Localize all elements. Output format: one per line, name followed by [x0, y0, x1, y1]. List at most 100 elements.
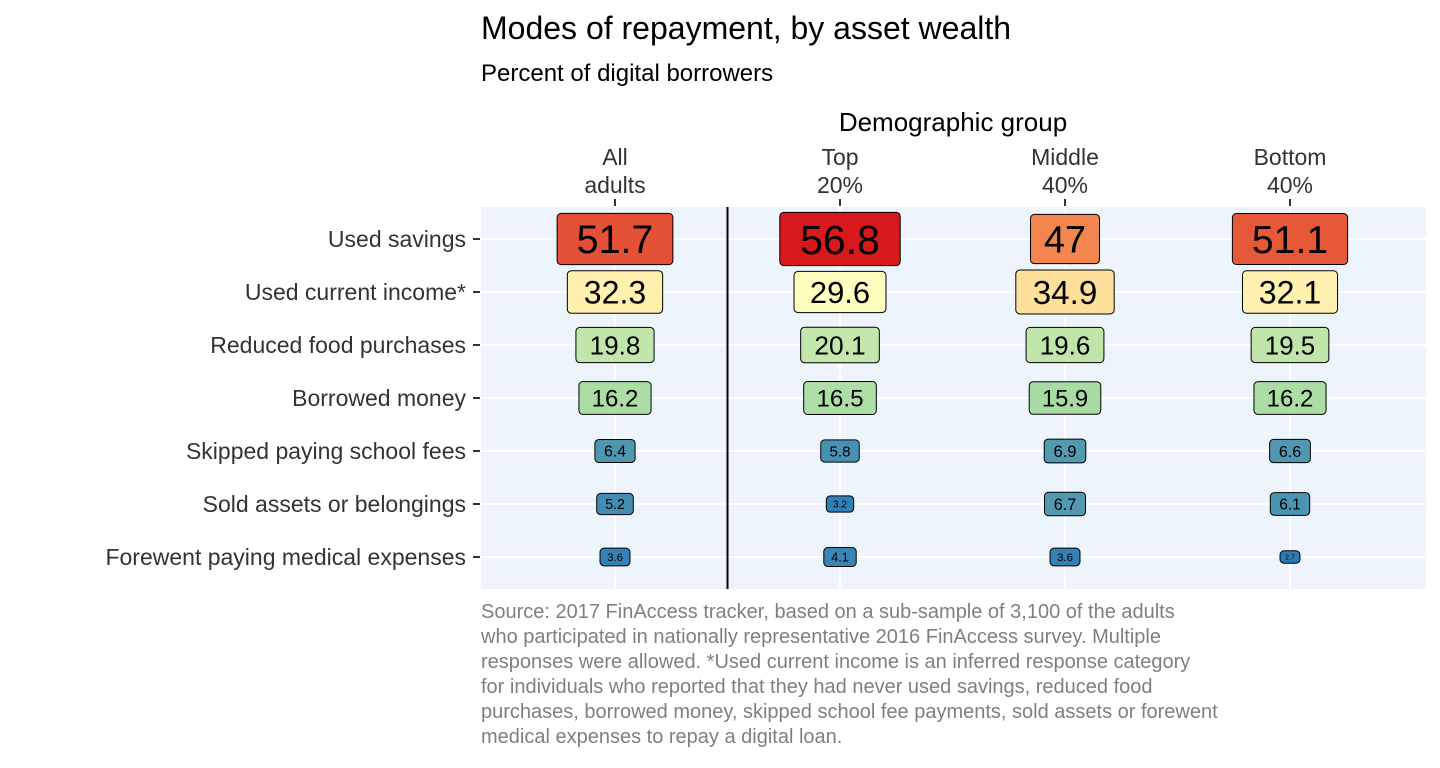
cell-box	[1269, 492, 1311, 516]
value-cell: 4.1	[823, 547, 857, 567]
cell-value: 20.1	[814, 330, 865, 360]
cell-box	[1028, 381, 1102, 415]
cell-box	[800, 326, 880, 364]
cell-value: 5.2	[605, 497, 625, 513]
row-label: Used current income*	[245, 279, 466, 305]
value-cell: 32.3	[566, 270, 664, 314]
cell-value: 16.2	[592, 386, 639, 413]
column-label: Middle	[1031, 144, 1099, 170]
cell-value: 32.3	[584, 275, 646, 311]
cell-value: 56.8	[800, 217, 880, 263]
cell-box	[566, 270, 664, 314]
cell-box	[803, 380, 877, 416]
value-cell: 6.1	[1269, 492, 1311, 516]
cell-box	[578, 381, 652, 415]
row-label: Skipped paying school fees	[186, 438, 466, 464]
cell-box	[825, 495, 855, 513]
value-cells: 51.7 56.8 47 51.1 32.3 29.6 34.9 32.1 19.8 20.1 19…	[556, 211, 1349, 567]
cell-box	[1241, 270, 1339, 314]
cell-box	[820, 439, 860, 463]
value-cell: 32.1	[1241, 270, 1339, 314]
cell-value: 3.6	[607, 552, 623, 564]
cell-value: 19.6	[1040, 330, 1091, 360]
value-cell: 6.7	[1043, 491, 1087, 517]
value-cell: 16.2	[578, 381, 652, 415]
cell-box	[823, 547, 857, 567]
value-cell: 5.2	[596, 492, 634, 516]
column-label: Top	[821, 144, 858, 170]
value-cell: 29.6	[793, 270, 887, 314]
cell-value: 16.5	[816, 386, 863, 413]
value-cell: 56.8	[779, 211, 901, 267]
cell-box	[556, 212, 674, 266]
caption-line: Source: 2017 FinAccess tracker, based on…	[481, 601, 1175, 623]
cell-value: 5.8	[830, 443, 851, 460]
x-axis-title: Demographic group	[839, 107, 1067, 137]
value-cell: 51.1	[1231, 213, 1349, 265]
column-label: 40%	[1267, 172, 1313, 198]
cell-value: 6.6	[1279, 443, 1301, 461]
caption-line: who participated in nationally represent…	[480, 626, 1161, 648]
cell-value: 4.1	[831, 550, 848, 564]
cell-box	[1279, 550, 1301, 564]
cell-value: 19.5	[1265, 332, 1315, 360]
value-cell: 19.8	[575, 326, 655, 364]
cell-box	[1253, 381, 1327, 415]
cell-value: 3.2	[833, 500, 848, 511]
cell-value: 15.9	[1042, 386, 1088, 413]
caption-line: medical expenses to repay a digital loan…	[481, 726, 842, 748]
cell-value: 32.1	[1259, 275, 1321, 311]
cell-box	[1015, 269, 1115, 315]
cell-box	[594, 438, 636, 464]
cell-value: 51.1	[1252, 219, 1328, 262]
value-cell: 5.8	[820, 439, 860, 463]
cell-value: 6.4	[604, 444, 626, 461]
column-label: adults	[584, 172, 645, 198]
caption-line: purchases, borrowed money, skipped schoo…	[481, 701, 1218, 723]
cell-box	[596, 492, 634, 516]
cell-box	[779, 211, 901, 267]
row-label: Borrowed money	[292, 385, 466, 411]
value-cell: 3.2	[825, 495, 855, 513]
value-cell: 15.9	[1028, 381, 1102, 415]
column-label: All	[602, 144, 628, 170]
cell-box	[1269, 438, 1311, 464]
cell-box	[1030, 213, 1100, 265]
value-cell: 16.2	[1253, 381, 1327, 415]
cell-box	[1043, 438, 1087, 464]
cell-value: 47	[1044, 220, 1086, 262]
cell-value: 34.9	[1033, 275, 1098, 312]
value-cell: 6.6	[1269, 438, 1311, 464]
caption-line: responses were allowed. *Used current in…	[481, 651, 1190, 673]
cell-box	[1025, 326, 1105, 364]
column-label: 20%	[817, 172, 863, 198]
chart-title: Modes of repayment, by asset wealth	[481, 10, 1011, 46]
row-label: Reduced food purchases	[210, 332, 466, 358]
row-labels: Used savings Used current income* Reduced …	[105, 226, 480, 570]
cell-value: 3.6	[1057, 552, 1073, 564]
column-label: 40%	[1042, 172, 1088, 198]
cell-value: 16.2	[1267, 386, 1314, 413]
chart-subtitle: Percent of digital borrowers	[481, 60, 773, 87]
value-cell: 51.7	[556, 212, 674, 266]
row-label: Forewent paying medical expenses	[105, 544, 466, 570]
row-label: Sold assets or belongings	[203, 491, 466, 517]
column-label: Bottom	[1254, 144, 1327, 170]
cell-value: 6.9	[1054, 443, 1077, 461]
cell-box	[1231, 213, 1349, 265]
cell-box	[1049, 547, 1081, 567]
value-cell: 47	[1030, 213, 1100, 265]
caption-line: for individuals who reported that they h…	[481, 676, 1153, 698]
value-cell: 2.7	[1279, 550, 1301, 564]
cell-value: 29.6	[810, 275, 870, 310]
cell-value: 19.8	[590, 330, 641, 360]
row-label: Used savings	[328, 226, 466, 252]
value-cell: 34.9	[1015, 269, 1115, 315]
cell-box	[1043, 491, 1087, 517]
value-cell: 6.9	[1043, 438, 1087, 464]
cell-box	[793, 270, 887, 314]
cell-value: 2.7	[1285, 555, 1295, 562]
value-cell: 6.4	[594, 438, 636, 464]
